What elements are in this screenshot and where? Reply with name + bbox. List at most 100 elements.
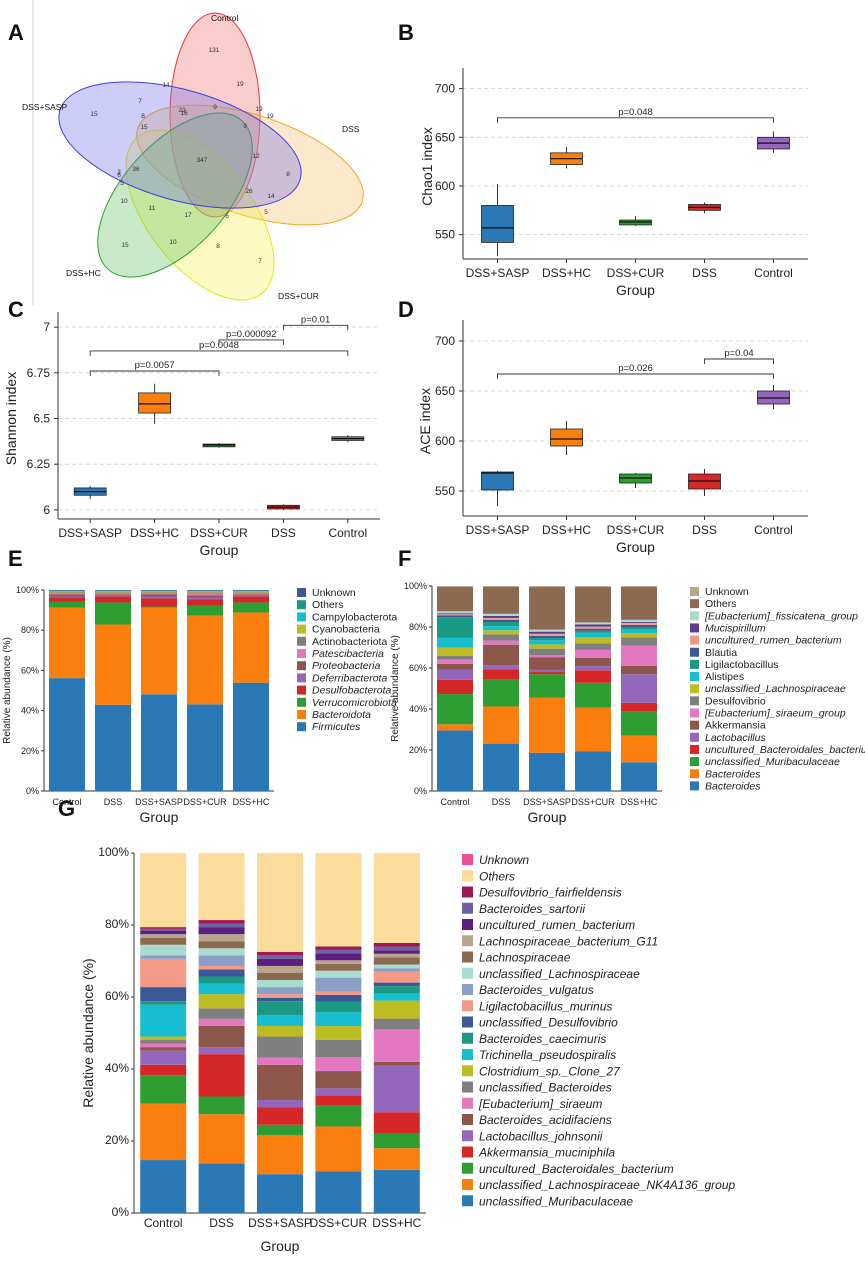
bar-segment (575, 622, 611, 625)
bar-segment (373, 1000, 420, 1019)
bar-segment (198, 1018, 245, 1026)
y-axis-title: Relative abundance (%) (80, 958, 96, 1107)
x-tick-label: DSS+CUR (607, 523, 665, 537)
bar-segment (257, 1001, 303, 1016)
venn-count: 5 (264, 209, 268, 216)
bar-segment (257, 951, 303, 956)
bar-segment (529, 631, 565, 634)
venn-ellipse-dss-sasp (58, 81, 302, 209)
y-tick-label: 650 (435, 130, 455, 144)
legend-swatch (462, 854, 473, 865)
bar-segment (140, 1075, 187, 1104)
x-tick-label: DSS+CUR (607, 266, 665, 280)
legend-label: uncultured_Bacteroidales_bacterium (705, 744, 865, 756)
x-tick-label: DSS+SASP (523, 797, 571, 807)
panel-label-e: E (8, 546, 23, 571)
legend-swatch (690, 781, 699, 791)
bar-dss-sasp (529, 586, 565, 791)
bar-segment (140, 1047, 187, 1051)
venn-count: 7 (258, 258, 262, 265)
box-dss (266, 504, 300, 510)
bar-segment (373, 1169, 420, 1213)
legend-label: Mucispirillum (705, 622, 766, 634)
legend-label: Firmicutes (312, 721, 361, 733)
box-dss-hc (550, 147, 583, 169)
venn-count: 15 (90, 111, 98, 118)
bar-segment (315, 949, 362, 954)
bar-segment (257, 1135, 303, 1175)
bar-segment (198, 1047, 245, 1055)
bar-segment (95, 602, 131, 625)
bar-segment (257, 958, 303, 966)
venn-count: 36 (132, 166, 140, 173)
x-tick-label: Control (328, 526, 367, 540)
bar-segment (529, 638, 565, 641)
bar-segment (529, 669, 565, 673)
legend-label: unclassified_Bacteroides (479, 1081, 612, 1095)
legend-label: Bacteroides_vulgatus (479, 983, 594, 997)
x-tick-label: DSS+CUR (190, 526, 248, 540)
bar-segment (373, 971, 420, 983)
bar-segment (529, 674, 565, 698)
legend-label: Verrucomicrobiota (312, 697, 397, 709)
box-dss-cur (619, 216, 652, 226)
legend-label: Bacteroides (705, 780, 761, 792)
bar-segment (233, 612, 269, 683)
legend-swatch (297, 636, 306, 646)
y-tick-label: 0% (112, 1205, 130, 1219)
legend-swatch (690, 708, 699, 718)
bar-segment (141, 598, 177, 607)
box-dss-sasp (481, 471, 514, 506)
bar-segment (437, 655, 473, 660)
bar-segment (529, 657, 565, 670)
bar-segment (140, 930, 187, 935)
legend-label: Bacteroides_caecimuris (479, 1032, 606, 1046)
bar-segment (315, 977, 362, 992)
bar-segment (621, 674, 657, 703)
bar-segment (187, 615, 223, 705)
x-axis-title: Group (200, 542, 239, 558)
legend-swatch (690, 635, 699, 645)
legend-swatch (462, 1049, 473, 1060)
bar-segment (95, 594, 131, 596)
bar-segment (315, 1001, 362, 1013)
x-tick-label: DSS (492, 797, 511, 807)
legend-label: uncultured_rumen_bacterium (479, 918, 635, 932)
bar-segment (198, 969, 245, 977)
panel-label-b: B (398, 20, 414, 45)
bar-segment (187, 590, 223, 592)
bar-segment (373, 968, 420, 972)
venn-count: 8 (141, 113, 145, 120)
y-tick-label: 40% (409, 704, 427, 714)
bar-dss-cur (575, 586, 611, 791)
bar-dss (95, 590, 131, 791)
bar-segment (575, 628, 611, 631)
significance-bracket (497, 117, 774, 123)
x-tick-label: DSS+CUR (183, 797, 227, 807)
legend-swatch (462, 886, 473, 898)
legend-label: Akkermansia_muciniphila (478, 1146, 615, 1160)
bar-segment (49, 594, 85, 597)
bar-segment (49, 601, 85, 608)
shannon-boxplot: 6 6.25 6.5 6.75 7 DSS+SASP DSS+HC DSS+CUR DSS Con… (3, 312, 380, 558)
y-tick-label: 7 (43, 320, 50, 334)
venn-count: 10 (120, 198, 128, 205)
x-tick-label: DSS+SASP (466, 523, 530, 537)
bar-segment (233, 590, 269, 592)
bar-segment (233, 682, 269, 791)
bar-segment (315, 1088, 362, 1096)
legend-swatch (690, 623, 699, 633)
bar-segment (49, 596, 85, 598)
x-tick-label: DSS+SASP (135, 797, 183, 807)
x-axis-title: Group (140, 809, 179, 825)
bar-segment (621, 645, 657, 666)
bar-segment (257, 980, 303, 988)
bar-segment (373, 1065, 420, 1113)
panel-label-a: A (8, 20, 24, 45)
bar-segment (483, 640, 519, 645)
bar-segment (621, 762, 657, 791)
panel-label-f: F (398, 546, 411, 571)
legend-label: Campylobacterota (312, 611, 397, 623)
bar-segment (140, 944, 187, 956)
bar-segment (257, 965, 303, 973)
